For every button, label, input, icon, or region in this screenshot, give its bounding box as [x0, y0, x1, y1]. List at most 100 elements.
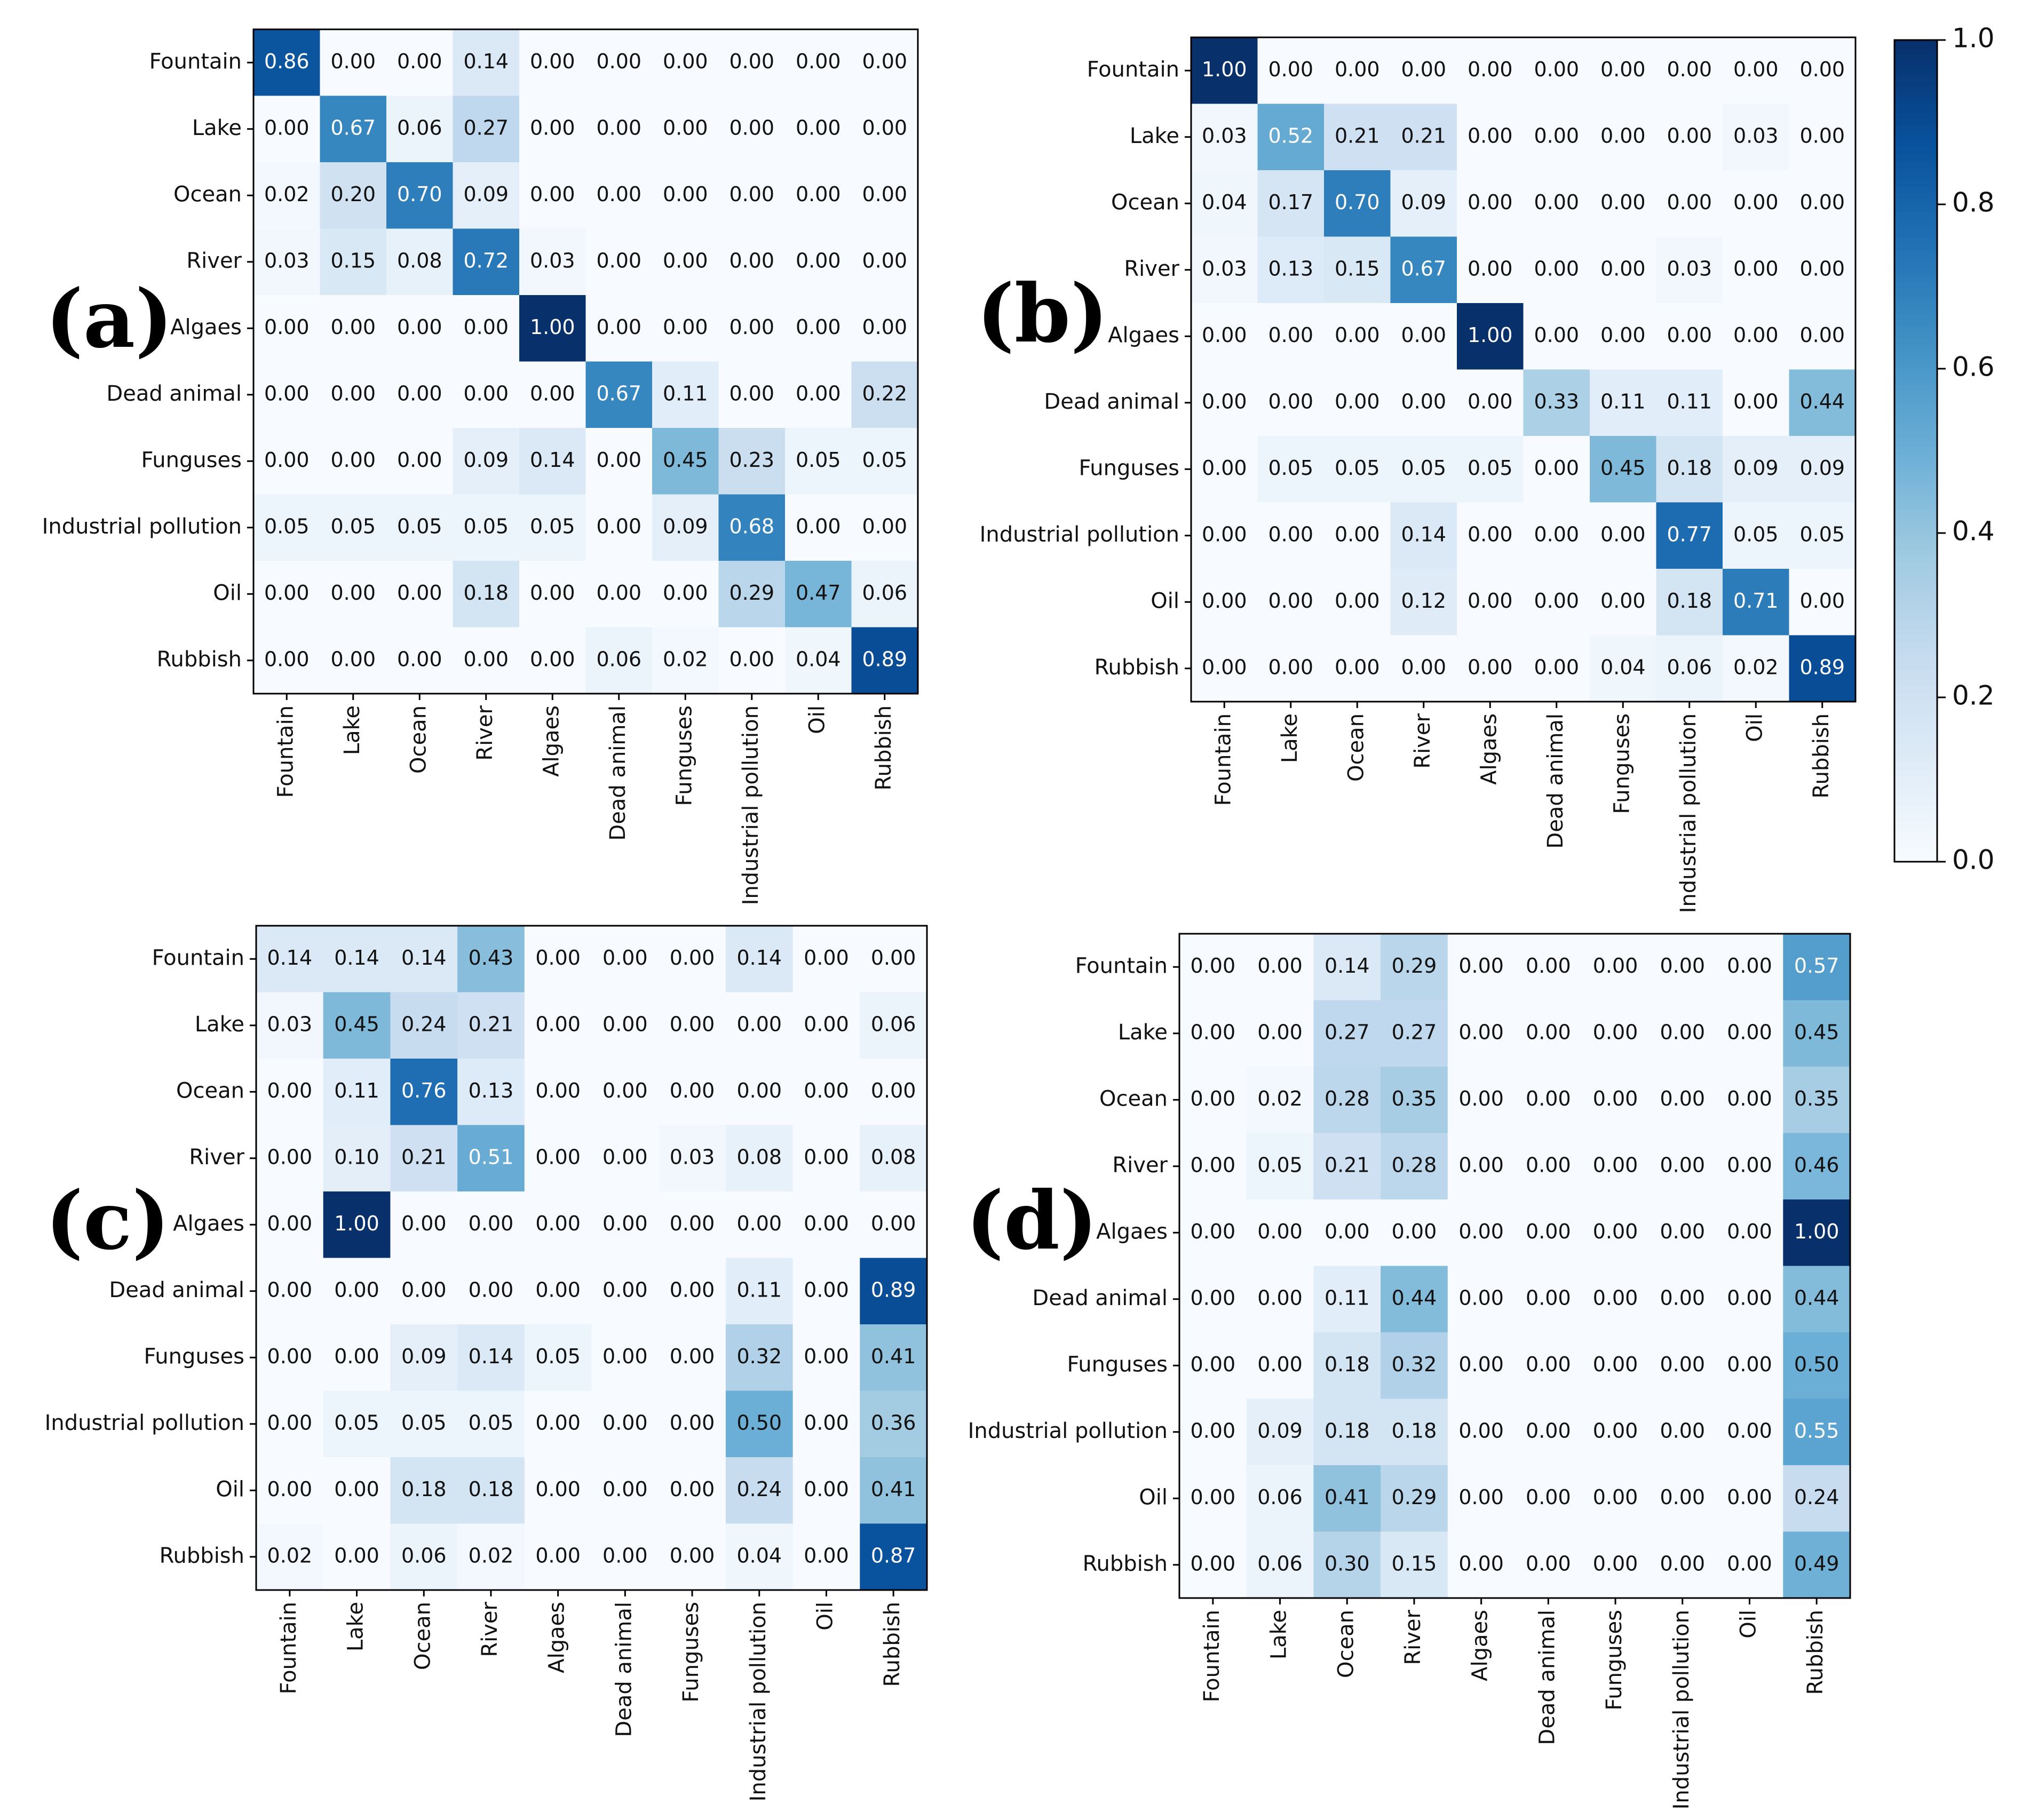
heatmap-cell	[390, 1258, 458, 1325]
cell-value-label: 0.09	[463, 182, 509, 206]
cell-value-label: 1.00	[334, 1212, 379, 1235]
heatmap-cell	[457, 1125, 525, 1192]
cell-value-label: 0.13	[469, 1079, 514, 1102]
heatmap-cell	[725, 1457, 794, 1524]
x-tick-label: Rubbish	[1803, 1610, 1828, 1695]
cell-value-label: 0.00	[602, 1145, 648, 1169]
heatmap-cell	[1191, 635, 1258, 702]
heatmap-cell	[320, 29, 387, 96]
cell-value-label: 0.00	[663, 581, 708, 605]
heatmap-cell	[585, 361, 653, 428]
heatmap-cell	[1390, 37, 1457, 104]
heatmap-cell	[1447, 1133, 1515, 1200]
heatmap-cell	[1716, 1199, 1783, 1266]
heatmap-cell	[860, 1125, 927, 1192]
cell-value-label: 0.13	[1268, 257, 1313, 280]
cell-value-label: 0.00	[602, 1544, 648, 1567]
colorbar: 0.0 0.2 0.4 0.6 0.8 1.0	[1893, 23, 1995, 876]
cell-value-label: 0.00	[663, 50, 708, 73]
heatmap-cell	[390, 1390, 458, 1458]
y-tick-label: Lake	[1118, 1020, 1168, 1045]
heatmap-cell	[1457, 170, 1524, 237]
heatmap-cell	[1648, 1398, 1717, 1466]
cell-value-label: 0.00	[1202, 456, 1247, 480]
cell-value-label: 0.27	[463, 116, 509, 139]
heatmap-cell	[652, 361, 719, 428]
heatmap-cell	[1191, 37, 1258, 104]
cell-value-label: 0.00	[1799, 190, 1845, 214]
heatmap-cell	[1648, 1133, 1717, 1200]
cell-value-label: 0.27	[1392, 1020, 1437, 1044]
colorbar-tick-label: 0.4	[1952, 516, 1995, 547]
cell-value-label: 0.00	[729, 647, 774, 671]
cell-value-label: 0.00	[1268, 390, 1313, 413]
heatmap-cell	[1447, 1067, 1515, 1133]
cell-value-label: 0.00	[267, 1212, 313, 1235]
colorbar-tick-label: 0.0	[1952, 845, 1995, 876]
cell-value-label: 0.14	[530, 448, 575, 472]
x-tick-label: River	[1401, 1609, 1425, 1665]
heatmap-cell	[1523, 502, 1590, 569]
cell-value-label: 0.17	[1268, 190, 1313, 214]
heatmap-cell	[1447, 934, 1515, 1000]
cell-value-label: 0.00	[1401, 390, 1446, 413]
cell-value-label: 0.00	[1534, 124, 1579, 147]
heatmap-cell	[386, 627, 453, 694]
heatmap-cell	[1716, 1133, 1783, 1200]
heatmap-cell	[1590, 303, 1656, 370]
cell-value-label: 0.02	[1257, 1087, 1303, 1110]
cell-value-label: 0.41	[871, 1345, 916, 1368]
cell-value-label: 0.00	[1202, 390, 1247, 413]
cell-value-label: 0.00	[1202, 655, 1247, 679]
heatmap-cell	[1716, 1000, 1783, 1067]
x-tick-label: Lake	[1278, 713, 1302, 763]
cell-value-label: 0.00	[804, 1477, 849, 1501]
cell-value-label: 0.14	[334, 946, 379, 969]
cell-value-label: 0.00	[1534, 190, 1579, 214]
heatmap-cell	[1523, 436, 1590, 503]
heatmap-cell	[253, 96, 320, 163]
cell-value-label: 0.00	[1191, 1485, 1236, 1509]
cell-value-label: 0.21	[469, 1012, 514, 1036]
cell-value-label: 0.00	[463, 315, 509, 339]
heatmap-cell	[591, 1324, 659, 1391]
cell-value-label: 0.00	[871, 946, 916, 969]
heatmap-cell	[1514, 1332, 1582, 1399]
heatmap-cell	[785, 428, 852, 495]
cell-value-label: 0.18	[1667, 589, 1712, 613]
cell-value-label: 0.00	[267, 1345, 313, 1368]
cell-value-label: 0.05	[1335, 456, 1380, 480]
cell-value-label: 0.00	[1593, 1087, 1638, 1110]
cell-value-label: 0.00	[1468, 58, 1513, 81]
cell-value-label: 0.03	[1733, 124, 1779, 147]
cell-value-label: 0.00	[1335, 58, 1380, 81]
heatmap-cell	[1191, 436, 1258, 503]
cell-value-label: 0.00	[530, 382, 575, 405]
cell-value-label: 0.05	[1468, 456, 1513, 480]
cell-value-label: 0.00	[535, 1079, 581, 1102]
panel-label-a: (a)	[45, 272, 173, 366]
cell-value-label: 0.24	[736, 1477, 782, 1501]
cell-value-label: 0.00	[397, 382, 442, 405]
heatmap-cell	[253, 29, 320, 96]
heatmap-cell	[1447, 1332, 1515, 1399]
heatmap-cell	[1390, 303, 1457, 370]
heatmap-cell	[1179, 1067, 1247, 1133]
cell-value-label: 0.00	[670, 1544, 715, 1567]
cell-value-label: 0.00	[1526, 1286, 1571, 1309]
cell-value-label: 0.00	[1191, 1286, 1236, 1309]
cell-value-label: 0.14	[736, 946, 782, 969]
heatmap-cell	[1390, 236, 1457, 304]
cell-value-label: 0.00	[663, 182, 708, 206]
heatmap-cell	[792, 1457, 860, 1524]
cell-value-label: 0.00	[267, 1477, 313, 1501]
heatmap-cell	[390, 1324, 458, 1391]
cell-value-label: 0.00	[1593, 1020, 1638, 1044]
y-tick-label: Algaes	[1096, 1219, 1168, 1244]
heatmap-cell	[386, 162, 453, 229]
heatmap-cell	[851, 162, 918, 229]
cell-value-label: 0.00	[1526, 1020, 1571, 1044]
heatmap-cell	[1179, 1266, 1247, 1333]
heatmap-cell	[1381, 1199, 1448, 1266]
cell-value-label: 0.10	[334, 1145, 379, 1169]
